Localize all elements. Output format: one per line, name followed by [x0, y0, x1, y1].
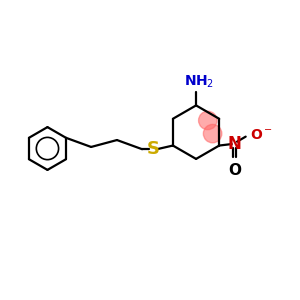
- Text: NH$_2$: NH$_2$: [184, 73, 214, 90]
- Text: N: N: [228, 135, 242, 153]
- Text: O$^-$: O$^-$: [250, 128, 272, 142]
- Circle shape: [199, 111, 217, 130]
- Text: S: S: [147, 140, 160, 158]
- Circle shape: [203, 124, 222, 143]
- Text: O: O: [228, 163, 241, 178]
